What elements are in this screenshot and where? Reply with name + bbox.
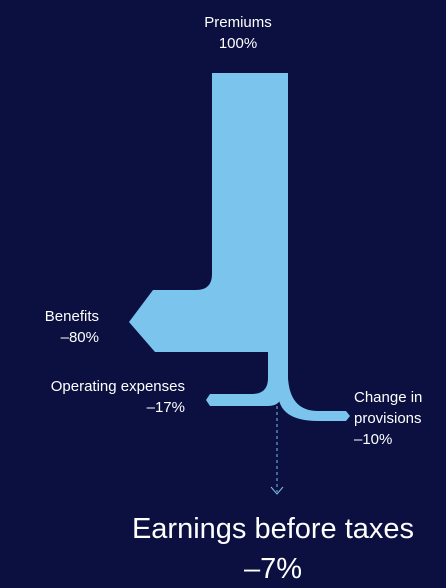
operating-expenses-flow [206,378,282,406]
benefits-name: Benefits [44,308,99,325]
operating-expenses-value: –17% [146,399,185,416]
benefits-label: Benefits –80% [0,306,99,348]
premiums-name: Premiums [204,14,272,31]
change-in-provisions-name-line2: provisions [354,410,422,427]
change-in-provisions-value: –10% [354,431,393,448]
operating-expenses-label: Operating expenses –17% [0,376,185,418]
change-in-provisions-flow [278,378,350,421]
premiums-value: 100% [218,35,258,52]
premiums-benefits-flow [129,73,288,352]
earnings-before-taxes-value: –7% [243,553,303,585]
operating-expenses-name: Operating expenses [50,378,185,395]
benefits-value: –80% [60,329,99,346]
premiums-label: Premiums 100% [178,12,298,54]
earnings-before-taxes-label: Earnings before taxes –7% [100,509,446,588]
down-arrow-icon [270,486,284,495]
change-in-provisions-name-line1: Change in [354,389,423,406]
earnings-before-taxes-name: Earnings before taxes [131,513,415,545]
change-in-provisions-label: Change in provisions –10% [354,387,446,450]
